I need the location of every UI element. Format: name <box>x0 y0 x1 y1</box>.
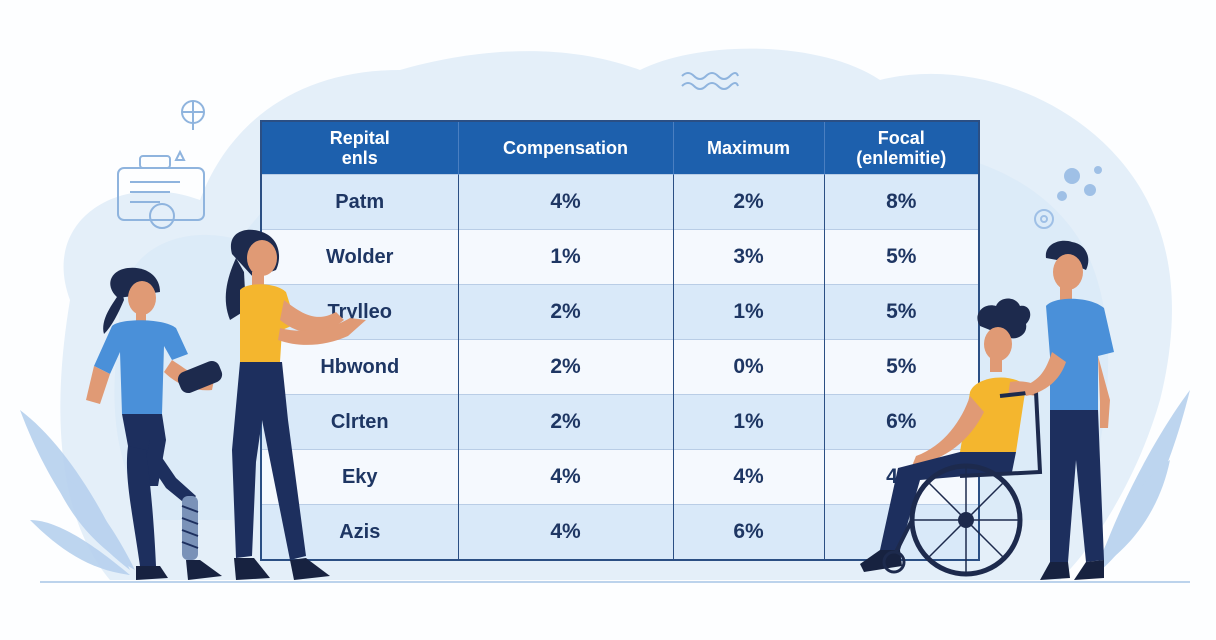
table-cell: 3% <box>673 229 825 285</box>
column-header: Maximum <box>673 121 825 175</box>
table-row: Patm 4% 2% 8% <box>261 174 980 230</box>
column-header: Repital enls <box>261 121 459 175</box>
table-cell: 2% <box>458 284 674 340</box>
table-cell: Clrten <box>261 394 459 450</box>
globe-icon <box>181 100 205 130</box>
table-cell: 1% <box>673 284 825 340</box>
table-cell: 1% <box>673 394 825 450</box>
leaf-right <box>1095 390 1190 575</box>
table-row: Hbwond 2% 0% 5% <box>261 339 980 395</box>
table-cell: 4% <box>458 449 674 505</box>
wave-icon <box>681 72 739 90</box>
table-cell: 6% <box>673 504 825 560</box>
table-row: Trylleo 2% 1% 5% <box>261 284 980 340</box>
column-header: Focal (enlemitie) <box>824 121 980 175</box>
table-cell: 5% <box>824 284 980 340</box>
table-cell: Patm <box>261 174 459 230</box>
table-row: Clrten 2% 1% 6% <box>261 394 980 450</box>
table-cell: 2% <box>673 174 825 230</box>
data-table: Repital enls Compensation Maximum Focal … <box>260 120 980 561</box>
badge-icon <box>1034 209 1054 229</box>
table-cell: 2% <box>458 394 674 450</box>
person-prosthetic-leg <box>86 267 223 580</box>
table-header-row: Repital enls Compensation Maximum Focal … <box>261 121 980 175</box>
leaf-left <box>20 410 135 575</box>
table-cell: 5% <box>824 229 980 285</box>
table-cell: Wolder <box>261 229 459 285</box>
table-cell: 0% <box>673 339 825 395</box>
person-presenter <box>225 229 366 580</box>
document-card-icon <box>117 149 205 229</box>
molecule-icon <box>1057 166 1102 201</box>
table-cell: 1% <box>458 229 674 285</box>
table-cell: 5% <box>824 339 980 395</box>
column-header: Compensation <box>458 121 674 175</box>
person-helper <box>1024 240 1114 580</box>
table-cell: 8% <box>824 174 980 230</box>
table-cell: Hbwond <box>261 339 459 395</box>
table-cell: 4% <box>673 449 825 505</box>
table-cell: 2% <box>458 339 674 395</box>
table-cell: 4% <box>458 174 674 230</box>
table-row: Wolder 1% 3% 5% <box>261 229 980 285</box>
wheelchair-icon <box>882 389 1043 577</box>
person-wheelchair-user <box>860 298 1043 577</box>
table-cell: 4% <box>458 504 674 560</box>
